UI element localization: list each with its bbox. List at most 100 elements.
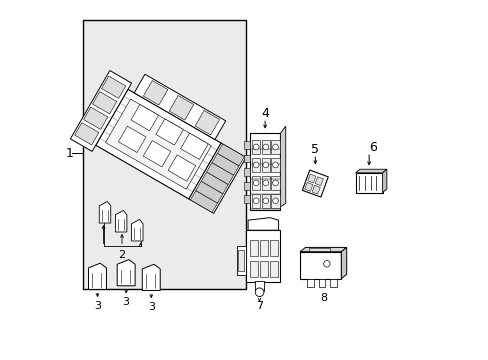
Polygon shape bbox=[382, 169, 386, 193]
Polygon shape bbox=[341, 247, 346, 279]
Circle shape bbox=[263, 144, 268, 150]
Polygon shape bbox=[131, 104, 158, 131]
Polygon shape bbox=[247, 218, 278, 230]
Bar bbox=[271, 140, 279, 154]
Polygon shape bbox=[201, 172, 228, 194]
Polygon shape bbox=[83, 107, 108, 130]
Text: 6: 6 bbox=[368, 141, 376, 154]
Bar bbox=[251, 140, 260, 154]
Bar bbox=[249, 261, 257, 277]
Polygon shape bbox=[92, 91, 117, 114]
Bar bbox=[251, 158, 260, 172]
Bar bbox=[244, 195, 249, 203]
Circle shape bbox=[272, 198, 278, 204]
Polygon shape bbox=[102, 76, 125, 98]
Polygon shape bbox=[96, 89, 221, 199]
Bar bbox=[251, 176, 260, 190]
Circle shape bbox=[263, 180, 268, 186]
Text: 3: 3 bbox=[147, 302, 154, 312]
Polygon shape bbox=[156, 119, 183, 145]
Polygon shape bbox=[195, 111, 219, 135]
Circle shape bbox=[255, 288, 264, 297]
Polygon shape bbox=[169, 95, 193, 120]
Bar bbox=[251, 194, 260, 208]
Bar bbox=[271, 176, 279, 190]
Bar bbox=[269, 240, 277, 256]
Polygon shape bbox=[115, 211, 126, 232]
Circle shape bbox=[253, 144, 259, 150]
Polygon shape bbox=[211, 153, 239, 175]
Circle shape bbox=[253, 162, 259, 168]
Polygon shape bbox=[75, 123, 99, 145]
Polygon shape bbox=[302, 170, 327, 197]
Polygon shape bbox=[168, 155, 195, 181]
Bar bbox=[244, 182, 249, 190]
Polygon shape bbox=[314, 177, 323, 186]
Text: 3: 3 bbox=[122, 297, 129, 307]
Text: 2: 2 bbox=[118, 250, 125, 260]
Bar bbox=[318, 279, 325, 287]
Bar bbox=[249, 240, 257, 256]
Text: 3: 3 bbox=[94, 301, 101, 311]
Circle shape bbox=[272, 144, 278, 150]
Bar bbox=[260, 240, 267, 256]
Polygon shape bbox=[142, 264, 160, 291]
Polygon shape bbox=[190, 190, 217, 212]
Polygon shape bbox=[134, 74, 225, 139]
Bar bbox=[244, 168, 249, 176]
Polygon shape bbox=[180, 133, 208, 159]
Circle shape bbox=[272, 162, 278, 168]
Text: 1: 1 bbox=[65, 147, 73, 159]
Circle shape bbox=[253, 198, 259, 204]
Bar bbox=[269, 261, 277, 277]
Circle shape bbox=[253, 180, 259, 186]
Circle shape bbox=[323, 261, 329, 267]
Bar bbox=[237, 246, 246, 275]
Polygon shape bbox=[188, 143, 245, 213]
Polygon shape bbox=[206, 163, 233, 184]
Polygon shape bbox=[355, 169, 386, 173]
Bar bbox=[238, 250, 244, 271]
Bar bbox=[246, 230, 280, 282]
Bar bbox=[355, 173, 382, 193]
Polygon shape bbox=[255, 282, 264, 291]
Text: 8: 8 bbox=[319, 293, 326, 303]
Polygon shape bbox=[143, 81, 167, 105]
Bar bbox=[244, 154, 249, 162]
Polygon shape bbox=[300, 247, 346, 252]
Bar bbox=[244, 141, 249, 149]
Bar bbox=[271, 158, 279, 172]
Bar bbox=[261, 158, 269, 172]
Polygon shape bbox=[99, 202, 110, 223]
Polygon shape bbox=[88, 263, 106, 289]
Polygon shape bbox=[217, 144, 244, 166]
Polygon shape bbox=[143, 140, 170, 167]
Bar bbox=[83, 21, 246, 289]
Bar bbox=[260, 261, 267, 277]
Bar bbox=[261, 140, 269, 154]
Polygon shape bbox=[105, 99, 211, 189]
Polygon shape bbox=[117, 260, 135, 286]
Circle shape bbox=[272, 180, 278, 186]
Polygon shape bbox=[280, 126, 285, 207]
Text: 7: 7 bbox=[256, 301, 263, 311]
Bar bbox=[300, 252, 341, 279]
Polygon shape bbox=[307, 174, 315, 183]
Polygon shape bbox=[70, 71, 131, 152]
Bar bbox=[329, 279, 336, 287]
Circle shape bbox=[263, 198, 268, 204]
Circle shape bbox=[263, 162, 268, 168]
Bar bbox=[306, 279, 313, 287]
Text: 4: 4 bbox=[261, 107, 268, 120]
Bar bbox=[249, 134, 280, 211]
Polygon shape bbox=[195, 181, 223, 203]
Polygon shape bbox=[118, 126, 146, 153]
Bar bbox=[261, 176, 269, 190]
Polygon shape bbox=[311, 185, 320, 194]
Bar bbox=[308, 248, 329, 251]
Bar bbox=[271, 194, 279, 208]
Bar bbox=[261, 194, 269, 208]
Text: 5: 5 bbox=[311, 143, 319, 156]
Polygon shape bbox=[304, 183, 312, 191]
Polygon shape bbox=[131, 220, 142, 241]
